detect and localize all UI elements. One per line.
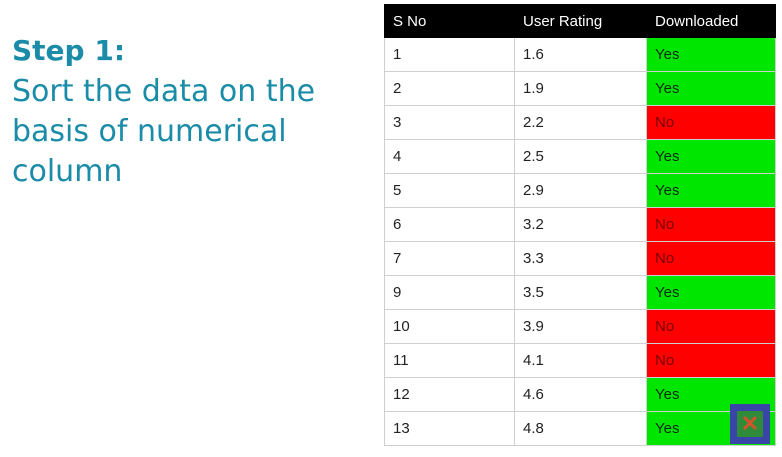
- table-header-row: S No User Rating Downloaded: [384, 4, 776, 38]
- cell-user-rating: 2.5: [514, 139, 647, 174]
- cell-user-rating: 3.2: [514, 207, 647, 242]
- table-row: 10 3.9 No: [384, 309, 776, 344]
- cell-sno: 6: [384, 207, 515, 242]
- data-table: S No User Rating Downloaded 1 1.6 Yes 2 1.9 Y…: [384, 4, 776, 446]
- table-body: 1 1.6 Yes 2 1.9 Yes 3 2.2 No 4 2.5 Yes 5 2.9 Yes 6 3.2 No…: [384, 37, 776, 446]
- cell-user-rating: 4.1: [514, 343, 647, 378]
- header-user-rating: User Rating: [514, 4, 647, 38]
- cell-sno: 12: [384, 377, 515, 412]
- table-row: 7 3.3 No: [384, 241, 776, 276]
- header-sno: S No: [384, 4, 515, 38]
- table-row: 13 4.8 Yes: [384, 411, 776, 446]
- cell-downloaded: No: [646, 105, 776, 140]
- cell-user-rating: 4.8: [514, 411, 647, 446]
- table-row: 2 1.9 Yes: [384, 71, 776, 106]
- cell-user-rating: 2.9: [514, 173, 647, 208]
- cell-downloaded: Yes: [646, 173, 776, 208]
- cell-user-rating: 1.6: [514, 37, 647, 72]
- cell-downloaded: Yes: [646, 71, 776, 106]
- cell-downloaded: No: [646, 241, 776, 276]
- table-row: 12 4.6 Yes: [384, 377, 776, 412]
- cell-downloaded: Yes: [646, 275, 776, 310]
- cell-user-rating: 4.6: [514, 377, 647, 412]
- close-x-icon: ✕: [737, 411, 763, 437]
- table-row: 6 3.2 No: [384, 207, 776, 242]
- cell-sno: 3: [384, 105, 515, 140]
- cell-downloaded: Yes: [646, 37, 776, 72]
- table-row: 4 2.5 Yes: [384, 139, 776, 174]
- cell-sno: 5: [384, 173, 515, 208]
- cell-sno: 2: [384, 71, 515, 106]
- cell-sno: 7: [384, 241, 515, 276]
- step-line: basis of numerical: [12, 114, 287, 149]
- table-row: 9 3.5 Yes: [384, 275, 776, 310]
- cell-sno: 1: [384, 37, 515, 72]
- cell-sno: 9: [384, 275, 515, 310]
- cell-downloaded: No: [646, 343, 776, 378]
- table-row: 1 1.6 Yes: [384, 37, 776, 72]
- table-row: 3 2.2 No: [384, 105, 776, 140]
- corner-badge[interactable]: ✕: [730, 404, 770, 444]
- cell-downloaded: Yes: [646, 139, 776, 174]
- cell-sno: 11: [384, 343, 515, 378]
- step-line: column: [12, 154, 123, 189]
- cell-downloaded: No: [646, 207, 776, 242]
- header-downloaded: Downloaded: [646, 4, 776, 38]
- cell-downloaded: No: [646, 309, 776, 344]
- step-line: Sort the data on the: [12, 74, 316, 109]
- step-description: Sort the data on the basis of numerical …: [12, 72, 372, 192]
- cell-user-rating: 3.9: [514, 309, 647, 344]
- cell-user-rating: 3.5: [514, 275, 647, 310]
- table-row: 11 4.1 No: [384, 343, 776, 378]
- cell-user-rating: 1.9: [514, 71, 647, 106]
- table-row: 5 2.9 Yes: [384, 173, 776, 208]
- cell-sno: 4: [384, 139, 515, 174]
- cell-sno: 10: [384, 309, 515, 344]
- step-title: Step 1:: [12, 34, 126, 67]
- cell-user-rating: 2.2: [514, 105, 647, 140]
- cell-sno: 13: [384, 411, 515, 446]
- cell-user-rating: 3.3: [514, 241, 647, 276]
- cell-downloaded: Yes: [646, 377, 776, 412]
